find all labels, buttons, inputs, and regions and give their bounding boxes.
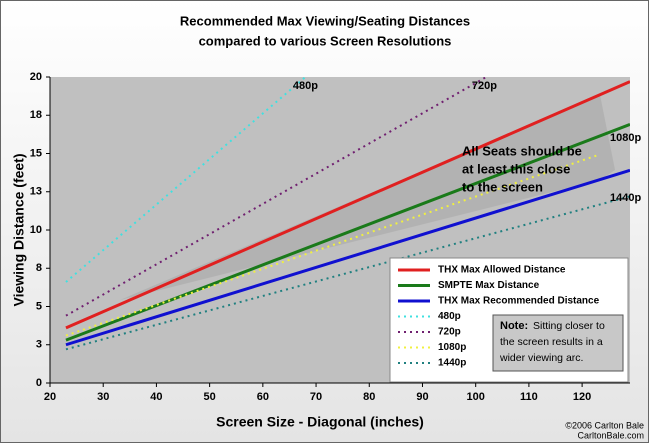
x-tick-label: 110: [520, 391, 538, 403]
x-tick-label: 20: [44, 391, 56, 403]
legend-label: 1440p: [438, 358, 466, 369]
series-line: [65, 195, 630, 351]
legend-label: SMPTE Max Distance: [438, 280, 540, 291]
y-tick-label: 5: [36, 300, 42, 312]
legend-label: 1080p: [438, 342, 466, 353]
x-tick-label: 80: [363, 391, 375, 403]
annotation: 1440p: [610, 192, 641, 204]
annotation: 1080p: [610, 132, 641, 144]
credit: CarltonBale.com: [577, 430, 644, 440]
series-line: [65, 80, 630, 330]
annotation: 720p: [472, 80, 497, 92]
y-tick-label: 13: [30, 186, 42, 198]
chart-subtitle: compared to various Screen Resolutions: [199, 33, 452, 48]
y-tick-label: 3: [36, 339, 42, 351]
y-tick-label: 10: [30, 224, 42, 236]
series-line: [65, 123, 630, 342]
x-tick-label: 90: [416, 391, 428, 403]
series-line: [65, 77, 487, 317]
y-tick-label: 0: [36, 377, 42, 389]
note-text: Sitting closer to: [533, 320, 605, 332]
legend-label: THX Max Allowed Distance: [438, 265, 566, 276]
annotation: 480p: [293, 80, 318, 92]
x-axis-title: Screen Size - Diagonal (inches): [216, 414, 424, 430]
legend-label: 720p: [438, 327, 461, 338]
annotation: All Seats should be: [462, 143, 582, 158]
series-line: [65, 77, 307, 283]
x-tick-label: 50: [204, 391, 216, 403]
series-line: [65, 154, 599, 337]
x-tick-label: 40: [150, 391, 162, 403]
x-tick-label: 60: [257, 391, 269, 403]
annotation: to the screen: [462, 179, 543, 194]
chart-title: Recommended Max Viewing/Seating Distance…: [180, 13, 470, 28]
series-line: [65, 168, 630, 347]
note-box: [492, 314, 624, 372]
x-tick-label: 30: [97, 391, 109, 403]
note-label: Note:: [500, 320, 528, 332]
y-tick-label: 20: [30, 71, 42, 83]
y-tick-label: 15: [30, 147, 42, 159]
y-tick-label: 18: [30, 109, 42, 121]
legend-label: THX Max Recommended Distance: [438, 296, 600, 307]
x-tick-label: 70: [310, 391, 322, 403]
credit: ©2006 Carlton Bale: [565, 420, 644, 430]
x-tick-label: 120: [573, 391, 591, 403]
note-text: wider viewing arc.: [499, 352, 583, 364]
y-tick-label: 8: [36, 262, 42, 274]
legend-label: 480p: [438, 311, 461, 322]
annotation: at least this close: [462, 161, 570, 176]
x-tick-label: 100: [467, 391, 485, 403]
note-text: the screen results in a: [500, 336, 603, 348]
y-axis-title: Viewing Distance (feet): [11, 153, 27, 306]
